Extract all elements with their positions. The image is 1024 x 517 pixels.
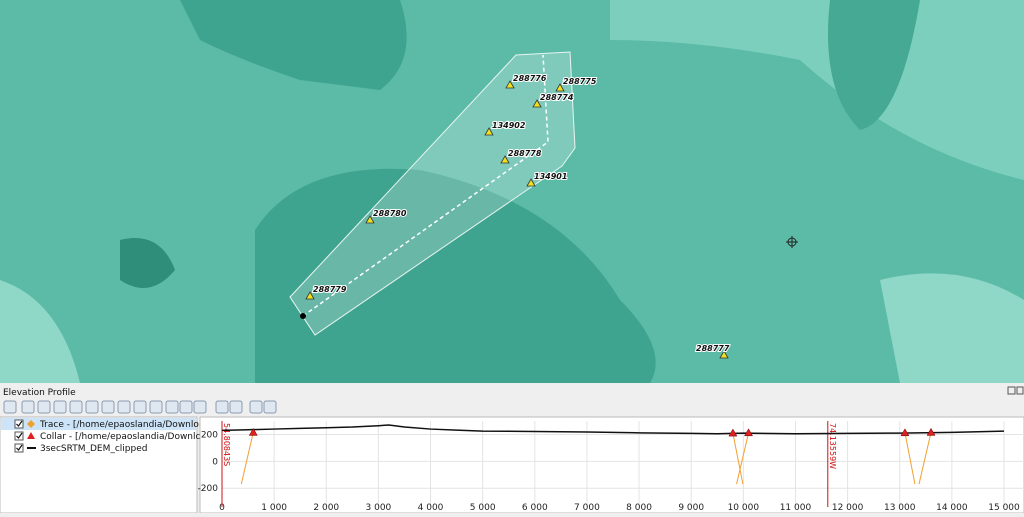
tool-button[interactable] [193, 400, 207, 414]
collar-leader [736, 432, 750, 485]
tool-button[interactable] [165, 400, 179, 414]
trace-start [300, 313, 306, 319]
collar-point[interactable] [526, 178, 536, 187]
float-button[interactable] [1007, 386, 1016, 395]
layer-icon [27, 420, 35, 428]
profile-buffer [289, 51, 576, 336]
terrain [180, 0, 407, 90]
terrain [828, 0, 920, 130]
x-tick-label: 14 000 [936, 503, 968, 513]
layer-checkbox[interactable] [14, 431, 24, 441]
terrain [0, 280, 80, 383]
collar-point[interactable] [532, 99, 542, 108]
point-label: 288775 [563, 77, 597, 86]
point-label: 288774 [540, 93, 574, 102]
tool-button[interactable] [133, 400, 147, 414]
x-tick-label: 8 000 [626, 503, 652, 513]
tool-button[interactable] [249, 400, 263, 414]
x-tick-label: 2 000 [313, 503, 339, 513]
tool-button[interactable] [101, 400, 115, 414]
collar-leader [918, 432, 932, 485]
collar-leader [732, 432, 744, 485]
x-tick-label: 13 000 [884, 503, 916, 513]
panel-title: Elevation Profile [3, 388, 76, 398]
layer-list [0, 416, 198, 514]
terrain [610, 0, 1024, 180]
layer-checkbox[interactable] [14, 443, 24, 453]
profile-canvas [199, 416, 1024, 514]
marker-label: 54.80843S [222, 423, 231, 466]
collar-point[interactable] [484, 127, 494, 136]
x-tick-label: 7 000 [574, 503, 600, 513]
tool-button[interactable] [229, 400, 243, 414]
terrain [120, 238, 175, 288]
collar-marker [248, 427, 258, 436]
selected-row [1, 418, 196, 430]
point-label: 134901 [534, 172, 567, 181]
collar-leader [240, 432, 254, 485]
collar-marker [728, 428, 738, 437]
collar-marker [900, 428, 910, 437]
layer-name[interactable]: 3secSRTM_DEM_clipped [40, 444, 147, 454]
y-tick-label: 200 [201, 430, 218, 440]
trace-line [302, 54, 549, 317]
cursor-icon [786, 236, 798, 248]
tool-button[interactable] [179, 400, 193, 414]
tool-button[interactable] [69, 400, 83, 414]
tool-button[interactable] [85, 400, 99, 414]
terrain [880, 273, 1024, 383]
point-label: 288778 [508, 149, 542, 158]
x-tick-label: 9 000 [678, 503, 704, 513]
tool-button[interactable] [53, 400, 67, 414]
collar-point[interactable] [305, 291, 315, 300]
collar-point[interactable] [719, 350, 729, 359]
collar-marker [926, 427, 936, 436]
tool-button[interactable] [149, 400, 163, 414]
collar-leader [904, 432, 916, 485]
layer-name[interactable]: Trace - [/home/epaoslandia/Downloads/o [39, 420, 224, 430]
x-tick-label: 0 [219, 503, 225, 513]
tool-button[interactable] [37, 400, 51, 414]
check [16, 444, 23, 451]
collar-point[interactable] [500, 155, 510, 164]
layer-icon [27, 432, 35, 439]
x-tick-label: 12 000 [832, 503, 864, 513]
collar-point[interactable] [365, 215, 375, 224]
point-label: 288779 [313, 285, 347, 294]
collar-marker [744, 428, 753, 437]
x-tick-label: 1 000 [261, 503, 287, 513]
tool-button[interactable] [215, 400, 229, 414]
point-label: 134902 [492, 121, 526, 130]
point-label: 288777 [696, 344, 730, 353]
tool-button[interactable] [117, 400, 131, 414]
x-tick-label: 4 000 [418, 503, 444, 513]
collar-point[interactable] [505, 80, 515, 89]
check [16, 432, 23, 439]
close-button[interactable] [1016, 386, 1024, 395]
x-tick-label: 10 000 [728, 503, 760, 513]
marker-label: 74.13559W [828, 423, 837, 469]
point-label: 288776 [513, 74, 547, 83]
layer-name[interactable]: Collar - [/home/epaoslandia/Downloads/o [40, 432, 226, 442]
x-tick-label: 15 000 [988, 503, 1020, 513]
layer-checkbox[interactable] [14, 419, 24, 429]
tool-button[interactable] [3, 400, 17, 414]
point-label: 288780 [373, 209, 407, 218]
x-tick-label: 11 000 [780, 503, 812, 513]
check [16, 420, 23, 427]
x-tick-label: 3 000 [366, 503, 392, 513]
collar-point[interactable] [555, 83, 565, 92]
y-tick-label: 0 [212, 457, 218, 467]
terrain [255, 168, 656, 383]
tool-button[interactable] [263, 400, 277, 414]
y-tick-label: -200 [198, 484, 219, 494]
tool-button[interactable] [21, 400, 35, 414]
x-tick-label: 5 000 [470, 503, 496, 513]
x-tick-label: 6 000 [522, 503, 548, 513]
elevation-line [221, 424, 1005, 435]
